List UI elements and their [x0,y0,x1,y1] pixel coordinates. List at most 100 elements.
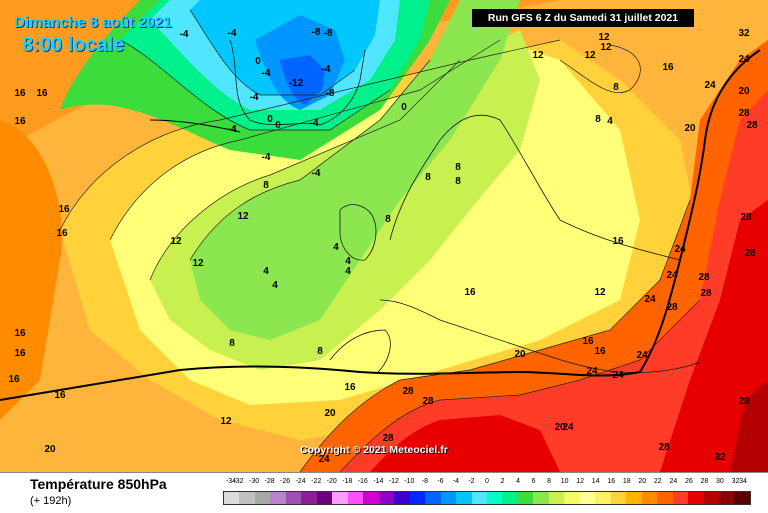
temp-band-20-west [0,120,62,420]
contour-label: 12 [220,416,232,427]
scale-swatch [579,492,596,504]
scale-tick-label: -22 [311,478,322,485]
run-info-box: Run GFS 6 Z du Samedi 31 juillet 2021 [472,9,694,27]
contour-label: 8 [425,172,431,183]
contour-label: 24 [636,350,648,361]
scale-swatch [456,492,472,504]
scale-swatch [409,492,426,504]
scale-swatch [239,492,255,504]
scale-tick-label: 8 [547,478,552,485]
contour-label: 16 [8,374,20,385]
scale-swatch [533,492,549,504]
scale-tick-label: 34 [739,478,747,485]
contour-label: 20 [514,349,526,360]
scale-tick-label: -32 [233,478,244,485]
scale-tick-label: 0 [485,478,489,485]
scale-swatch [224,492,240,504]
coast-mediterranean [379,299,701,373]
contour-label: 0 [275,120,281,131]
contour-label: -8 [324,28,333,39]
contour-label: 12 [237,211,249,222]
scale-tick-label: 6 [531,478,536,485]
contour-label: -8 [312,27,321,38]
scale-swatch [285,492,302,504]
contour-label: 28 [698,272,710,283]
scale-swatch [502,492,518,504]
contour-label: 16 [594,346,606,357]
coast-scandinavia-europe [389,114,681,261]
contour-label: 24 [674,244,686,255]
contour-label: -4 [310,118,319,129]
contour-label: 16 [344,382,356,393]
scale-tick-label: 10 [560,478,569,485]
contour-label: 4 [345,256,351,267]
scale-tick-label: -28 [264,478,275,485]
variable-title: Température 850hPa [30,476,167,492]
contour-label: 12 [594,287,606,298]
coast-british-isles [339,204,377,261]
contour-label: -4 [262,152,271,163]
scale-tick-label: -10 [404,478,415,485]
scale-tick-label: -14 [373,478,384,485]
scale-tick-label: -12 [388,478,399,485]
temp-band-minus12 [280,55,325,105]
scale-tick-label: -30 [248,478,260,485]
scale-swatch [378,492,395,504]
temp-band-28-south [370,415,560,472]
scale-tick-label: 18 [622,478,631,485]
scale-tick-label: -4 [452,478,460,485]
scale-tick-label: 28 [700,478,709,485]
contour-label: -4 [180,29,189,40]
scale-swatch [548,492,565,504]
contour-label: 28 [746,120,758,131]
temperature-map: -4 -4 -8 -8 -4 -4 -12 -8 -4 0 0 0 -4 -4 -4 0 -4 4 8 4 4 8 8 8 8 8… [0,0,768,472]
contour-label: 24 [612,370,624,381]
scale-tick-label: 16 [607,478,616,485]
scale-tick-label: 32 [731,478,740,485]
contour-label: 28 [738,396,750,407]
contour-label: 0 [401,102,407,113]
contour-label: 8 [317,346,323,357]
scale-tick-label: 24 [669,478,678,485]
coast-iberia [329,329,391,373]
temp-band-28-east [660,200,768,472]
contour-label: 16 [14,348,26,359]
contour-label: 0 [255,56,261,67]
contour-label: 24 [586,366,598,377]
isotherm-lines [0,49,761,401]
contour-label: -8 [326,88,335,99]
contour-label: 12 [532,50,544,61]
contour-label: 0 [267,114,273,125]
scale-swatch [672,492,689,504]
contour-label: 4 [272,280,278,291]
contour-label: 12 [598,32,610,43]
contour-label: 12 [600,42,612,53]
scale-tick-label: -26 [280,478,291,485]
scale-swatch [734,492,750,504]
scale-tick-label: -8 [421,478,428,485]
scale-tick-label: 22 [653,478,662,485]
scale-swatch [332,492,348,504]
contour-label: 16 [14,116,26,127]
scale-swatch [471,492,487,504]
scale-swatch [564,492,580,504]
scale-tick-label: -6 [437,478,444,485]
contour-label: -4 [250,92,259,103]
scale-tick-label: -18 [342,478,353,485]
scale-swatch [316,492,333,504]
scale-swatch [641,492,658,504]
coast-greenland [229,39,366,126]
scale-swatch [254,492,271,504]
legend-bar: Température 850hPa (+ 192h) -34 -32 -30 -28… [0,472,768,513]
contour-label: 24 [562,422,574,433]
scale-swatch [719,492,735,504]
contour-label: 16 [54,390,66,401]
contour-label: 8 [595,114,601,125]
contour-label: 28 [382,433,394,444]
contour-label: 20 [684,123,696,134]
scale-swatch [394,492,410,504]
scale-swatches [223,491,751,505]
contour-label: 8 [229,338,235,349]
contour-label: 16 [36,88,48,99]
scale-swatch [363,492,379,504]
